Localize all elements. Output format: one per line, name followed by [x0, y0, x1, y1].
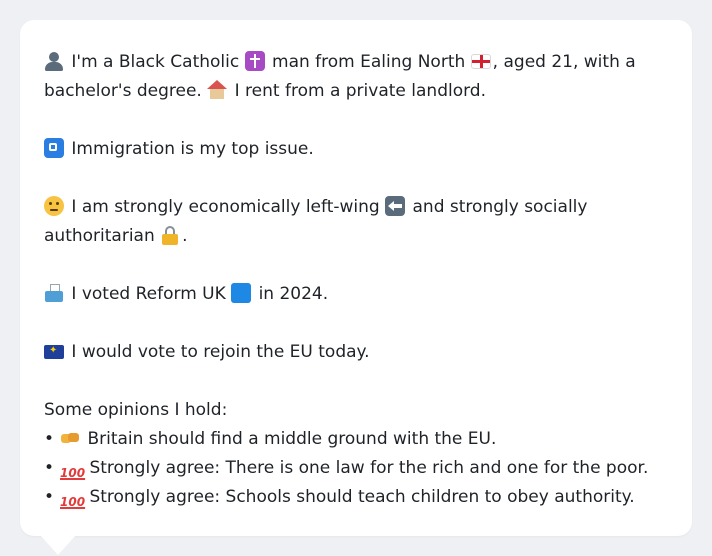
ballot-box-icon: [44, 283, 64, 303]
eu-flag-icon: [44, 344, 64, 359]
list-item: • Britain should find a middle ground wi…: [44, 425, 670, 454]
vote-text-1: I voted Reform UK: [71, 284, 226, 304]
intro-paragraph: I'm a Black Catholic man from Ealing Nor…: [44, 48, 670, 106]
intro-text-3: , aged 21, with a bachelor's degree.: [44, 52, 636, 101]
ideology-text-1: I am strongly economically left-wing: [71, 197, 380, 217]
bullet: •: [44, 429, 55, 449]
persona-message-card: I'm a Black Catholic man from Ealing Nor…: [20, 20, 692, 536]
vote-text-2: in 2024.: [258, 284, 329, 304]
intro-text-4: I rent from a private landlord.: [234, 81, 486, 101]
person-silhouette-icon: [44, 51, 64, 71]
latin-cross-icon: [244, 51, 265, 71]
ideology-text-2: and strongly socially authoritarian: [44, 197, 588, 246]
intro-text-2: man from Ealing North: [272, 52, 466, 72]
hundred-points-icon: 100: [60, 466, 86, 480]
ideology-paragraph: I am strongly economically left-wing and…: [44, 193, 670, 251]
thinking-face-icon: [44, 196, 64, 216]
ideology-text-3: .: [182, 226, 188, 246]
house-icon: [207, 80, 228, 100]
list-item: • 100 Strongly agree: There is one law fo…: [44, 454, 670, 483]
opinions-list: • Britain should find a middle ground wi…: [44, 425, 670, 512]
intro-text-1: I'm a Black Catholic: [71, 52, 240, 72]
opinion-text: Strongly agree: Schools should teach chi…: [89, 487, 635, 507]
opinion-text: Strongly agree: There is one law for the…: [89, 458, 649, 478]
list-item: • 100 Strongly agree: Schools should teac…: [44, 483, 670, 512]
bullet: •: [44, 487, 55, 507]
vote-paragraph: I voted Reform UK in 2024.: [44, 280, 670, 309]
left-arrow-icon: [385, 196, 406, 216]
passport-control-icon: [44, 138, 64, 158]
opinions-heading: Some opinions I hold:: [44, 400, 228, 420]
opinions-section: Some opinions I hold: • Britain should f…: [44, 396, 670, 512]
eu-vote-text: I would vote to rejoin the EU today.: [71, 342, 370, 362]
opinion-text: Britain should find a middle ground with…: [87, 429, 497, 449]
top-issue-paragraph: Immigration is my top issue.: [44, 135, 670, 164]
hundred-points-icon: 100: [60, 495, 86, 509]
england-flag-icon: [470, 54, 491, 69]
handshake-icon: [60, 428, 80, 448]
blue-square-icon: [231, 283, 252, 303]
lock-icon: [160, 225, 180, 245]
speech-bubble-tail: [40, 535, 76, 555]
bullet: •: [44, 458, 55, 478]
eu-paragraph: I would vote to rejoin the EU today.: [44, 338, 670, 367]
top-issue-text: Immigration is my top issue.: [71, 139, 314, 159]
